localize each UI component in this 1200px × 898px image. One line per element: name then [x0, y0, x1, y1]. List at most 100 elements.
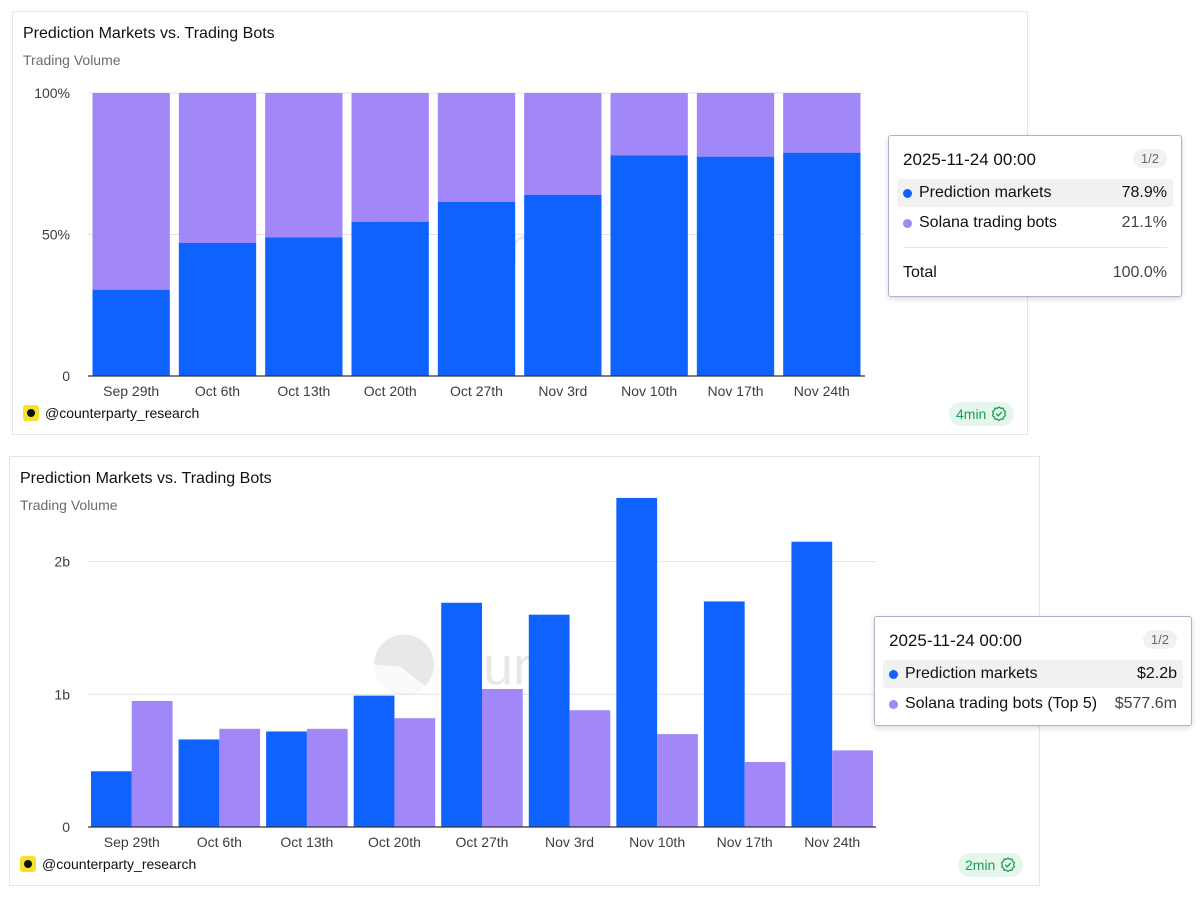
- bar-solana-trading-bots[interactable]: [131, 700, 173, 827]
- bar-prediction-markets[interactable]: [610, 155, 688, 376]
- freshness-label: 4min: [956, 406, 987, 422]
- tooltip-total-label: Total: [903, 264, 937, 281]
- x-tick-label: Oct 6th: [195, 383, 240, 399]
- bar-prediction-markets[interactable]: [696, 156, 775, 376]
- tooltip-row: Solana trading bots 21.1%: [897, 209, 1173, 237]
- series-dot-icon: [889, 699, 898, 709]
- y-tick-label: 1b: [54, 686, 70, 702]
- bar-solana-trading-bots[interactable]: [610, 93, 688, 156]
- tooltip-series-value: 21.1%: [1121, 214, 1167, 231]
- tooltip-series-value: 78.9%: [1121, 184, 1167, 201]
- bar-prediction-markets[interactable]: [791, 541, 833, 827]
- freshness-label: 2min: [965, 857, 996, 873]
- bar-prediction-markets[interactable]: [265, 237, 343, 376]
- bar-solana-trading-bots[interactable]: [306, 728, 348, 827]
- y-tick-label: 100%: [34, 85, 70, 101]
- chart-panel-percent: Prediction Markets vs. Trading Bots Trad…: [12, 11, 1028, 435]
- x-tick-label: Nov 24th: [794, 383, 850, 399]
- tooltip-series-label: Prediction markets: [919, 184, 1052, 201]
- bar-prediction-markets[interactable]: [703, 601, 745, 827]
- bar-solana-trading-bots[interactable]: [394, 718, 436, 827]
- x-tick-label: Oct 13th: [277, 383, 330, 399]
- bar-solana-trading-bots[interactable]: [265, 93, 343, 238]
- bar-prediction-markets[interactable]: [616, 497, 658, 827]
- x-tick-label: Oct 27th: [456, 834, 509, 850]
- tooltip-divider: [903, 247, 1167, 248]
- x-tick-label: Nov 10th: [629, 834, 685, 850]
- x-tick-label: Oct 13th: [280, 834, 333, 850]
- x-tick-label: Oct 6th: [197, 834, 242, 850]
- bar-solana-trading-bots[interactable]: [832, 750, 873, 827]
- tooltip-total-value: 100.0%: [1112, 264, 1167, 281]
- x-tick-label: Nov 10th: [621, 383, 677, 399]
- x-tick-label: Sep 29th: [103, 383, 159, 399]
- author-link[interactable]: @counterparty_research: [20, 856, 196, 872]
- tooltip-total-row: Total 100.0%: [897, 259, 1173, 287]
- x-tick-label: Oct 27th: [450, 383, 503, 399]
- bar-solana-trading-bots[interactable]: [569, 710, 611, 827]
- bar-solana-trading-bots[interactable]: [219, 728, 261, 827]
- chart-subtitle: Trading Volume: [20, 497, 118, 513]
- tooltip-date: 2025-11-24 00:00: [889, 631, 1022, 650]
- avatar-icon: [20, 856, 36, 872]
- bar-solana-trading-bots[interactable]: [351, 93, 429, 222]
- chart-tooltip: 2025-11-24 00:00 1/2 Prediction markets …: [874, 616, 1192, 726]
- tooltip-row: Prediction markets 78.9%: [897, 179, 1173, 207]
- bar-prediction-markets[interactable]: [353, 695, 395, 827]
- tooltip-date: 2025-11-24 00:00: [903, 150, 1036, 169]
- tooltip-series-value: $577.6m: [1114, 695, 1177, 712]
- bar-prediction-markets[interactable]: [178, 242, 257, 376]
- tooltip-series-label: Solana trading bots (Top 5): [905, 695, 1098, 712]
- bar-solana-trading-bots[interactable]: [178, 93, 257, 243]
- bar-prediction-markets[interactable]: [528, 614, 570, 827]
- tooltip-pagination[interactable]: 1/2: [1132, 149, 1167, 168]
- chart-panel-grouped: Prediction Markets vs. Trading Bots Trad…: [9, 456, 1040, 886]
- avatar-icon: [23, 405, 39, 421]
- bar-prediction-markets[interactable]: [524, 194, 602, 376]
- tooltip-pagination[interactable]: 1/2: [1142, 630, 1177, 649]
- chart-tooltip: 2025-11-24 00:00 1/2 Prediction markets …: [888, 135, 1182, 297]
- verified-check-icon: [1001, 857, 1016, 873]
- series-dot-icon: [903, 218, 912, 228]
- x-tick-label: Nov 17th: [707, 383, 763, 399]
- tooltip-series-label: Prediction markets: [905, 665, 1038, 682]
- tooltip-series-label: Solana trading bots: [919, 214, 1057, 231]
- x-tick-label: Nov 3rd: [538, 383, 587, 399]
- x-tick-label: Nov 24th: [804, 834, 860, 850]
- chart-title: Prediction Markets vs. Trading Bots: [20, 470, 272, 487]
- freshness-badge[interactable]: 2min: [958, 853, 1024, 877]
- y-tick-label: 50%: [42, 227, 70, 243]
- freshness-badge[interactable]: 4min: [949, 402, 1015, 426]
- bar-prediction-markets[interactable]: [91, 771, 132, 827]
- author-name: @counterparty_research: [45, 405, 200, 421]
- x-tick-label: Nov 3rd: [545, 834, 594, 850]
- bar-prediction-markets[interactable]: [351, 221, 429, 376]
- bar-solana-trading-bots[interactable]: [482, 689, 523, 827]
- bar-prediction-markets[interactable]: [92, 289, 170, 376]
- bar-solana-trading-bots[interactable]: [783, 93, 861, 153]
- bar-solana-trading-bots[interactable]: [92, 93, 170, 290]
- bar-solana-trading-bots[interactable]: [524, 93, 602, 195]
- bar-solana-trading-bots[interactable]: [744, 761, 786, 827]
- bar-prediction-markets[interactable]: [783, 152, 861, 376]
- y-tick-label: 0: [62, 819, 70, 835]
- series-dot-icon: [889, 669, 898, 679]
- x-tick-label: Nov 17th: [717, 834, 773, 850]
- series-dot-icon: [903, 188, 912, 198]
- author-link[interactable]: @counterparty_research: [23, 405, 199, 421]
- y-tick-label: 0: [62, 368, 70, 384]
- tooltip-row: Prediction markets $2.2b: [883, 660, 1183, 688]
- bar-prediction-markets[interactable]: [441, 602, 482, 827]
- bar-prediction-markets[interactable]: [178, 739, 220, 827]
- verified-check-icon: [992, 406, 1007, 422]
- bar-solana-trading-bots[interactable]: [437, 93, 516, 202]
- bar-solana-trading-bots[interactable]: [657, 734, 698, 827]
- bar-prediction-markets[interactable]: [437, 201, 516, 376]
- chart-subtitle: Trading Volume: [23, 52, 121, 68]
- bar-solana-trading-bots[interactable]: [696, 93, 775, 157]
- bar-prediction-markets[interactable]: [266, 731, 307, 827]
- x-tick-label: Oct 20th: [364, 383, 417, 399]
- x-tick-label: Sep 29th: [104, 834, 160, 850]
